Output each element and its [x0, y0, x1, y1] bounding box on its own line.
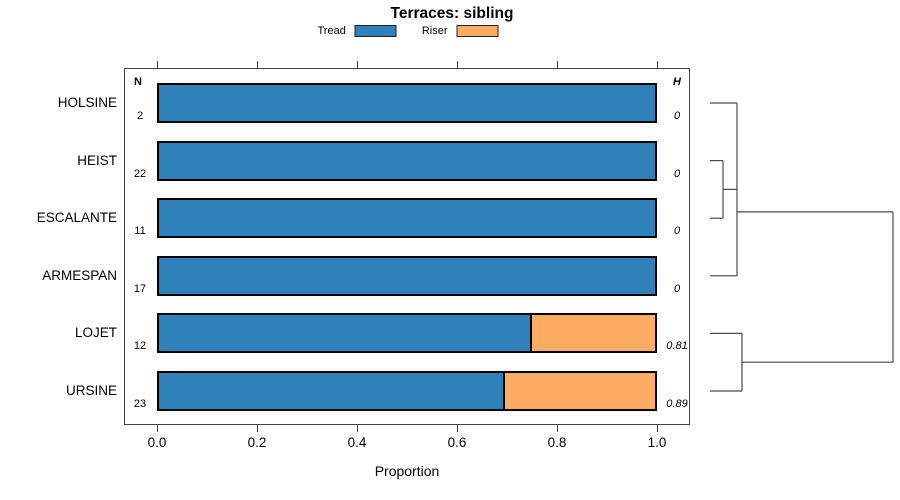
chart-row-escalante: ESCALANTE 11 0 [0, 198, 900, 239]
axis-tick [357, 425, 358, 432]
legend-label-tread: Tread [317, 25, 346, 37]
row-h-value: 0 [673, 167, 681, 180]
row-n-value: 11 [134, 225, 146, 238]
axis-tick [357, 61, 358, 68]
row-label: URSINE [65, 383, 117, 398]
legend-swatch-tread [354, 25, 397, 37]
axis-tick [257, 61, 258, 68]
x-tick-label: 1.0 [647, 435, 667, 450]
chart-row-ursine: URSINE 23 0.89 [0, 371, 900, 411]
chart-row-holsine: HOLSINE 2 0 [0, 83, 900, 123]
legend-item-tread: Tread [318, 25, 397, 37]
row-h-value: 0 [673, 282, 681, 295]
row-h-value: 0.89 [666, 398, 688, 410]
row-h-value: 0.81 [666, 340, 688, 353]
bar-segment-tread [157, 83, 657, 123]
row-n-value: 2 [136, 110, 144, 122]
legend-item-riser: Riser [422, 25, 499, 37]
stacked-bar [157, 140, 657, 181]
x-tick-label: 0.8 [547, 435, 567, 450]
bar-segment-riser [505, 371, 657, 411]
bar-segment-tread [157, 313, 532, 354]
axis-tick [557, 425, 558, 432]
bar-segment-tread [157, 371, 505, 411]
row-label: ARMESPAN [42, 267, 117, 283]
axis-tick [657, 61, 658, 68]
n-column-header: N [134, 76, 142, 88]
axis-tick [457, 425, 458, 432]
axis-tick [157, 425, 158, 432]
stacked-bar [157, 255, 657, 296]
x-tick-label: 0.2 [247, 435, 267, 450]
chart-legend: Tread Riser [318, 25, 499, 37]
x-tick-label: 0.6 [447, 435, 467, 450]
plot-area-frame [124, 68, 690, 425]
x-tick-label: 0.4 [347, 435, 367, 450]
row-n-value: 17 [133, 282, 147, 295]
row-n-value: 23 [133, 398, 147, 410]
h-column-header: H [673, 76, 681, 88]
bar-segment-riser [532, 313, 657, 354]
bar-segment-tread [157, 198, 657, 239]
axis-tick [457, 61, 458, 68]
stacked-bar [157, 83, 657, 123]
axis-tick [557, 61, 558, 68]
chart-row-armespan: ARMESPAN 17 0 [0, 255, 900, 296]
row-label: HOLSINE [57, 95, 117, 110]
row-n-value: 12 [133, 340, 147, 353]
legend-label-riser: Riser [421, 25, 448, 37]
bar-segment-tread [157, 255, 657, 296]
legend-swatch-riser [456, 25, 499, 37]
row-n-value: 22 [133, 167, 147, 180]
row-h-value: 0 [673, 225, 681, 238]
chart-title: Terraces: sibling [390, 5, 514, 22]
axis-tick [657, 425, 658, 432]
row-label: LOJET [74, 325, 117, 341]
stacked-bar [157, 198, 657, 239]
row-label: ESCALANTE [36, 210, 117, 226]
stacked-bar [157, 313, 657, 354]
bar-segment-tread [157, 140, 657, 181]
x-tick-label: 0.0 [147, 435, 167, 450]
chart-row-heist: HEIST 22 0 [0, 140, 900, 181]
row-h-value: 0 [673, 110, 681, 122]
stacked-bar [157, 371, 657, 411]
axis-tick [257, 425, 258, 432]
row-label: HEIST [77, 152, 117, 168]
chart-row-lojet: LOJET 12 0.81 [0, 313, 900, 354]
axis-tick [157, 61, 158, 68]
x-axis-title: Proportion [374, 463, 440, 479]
